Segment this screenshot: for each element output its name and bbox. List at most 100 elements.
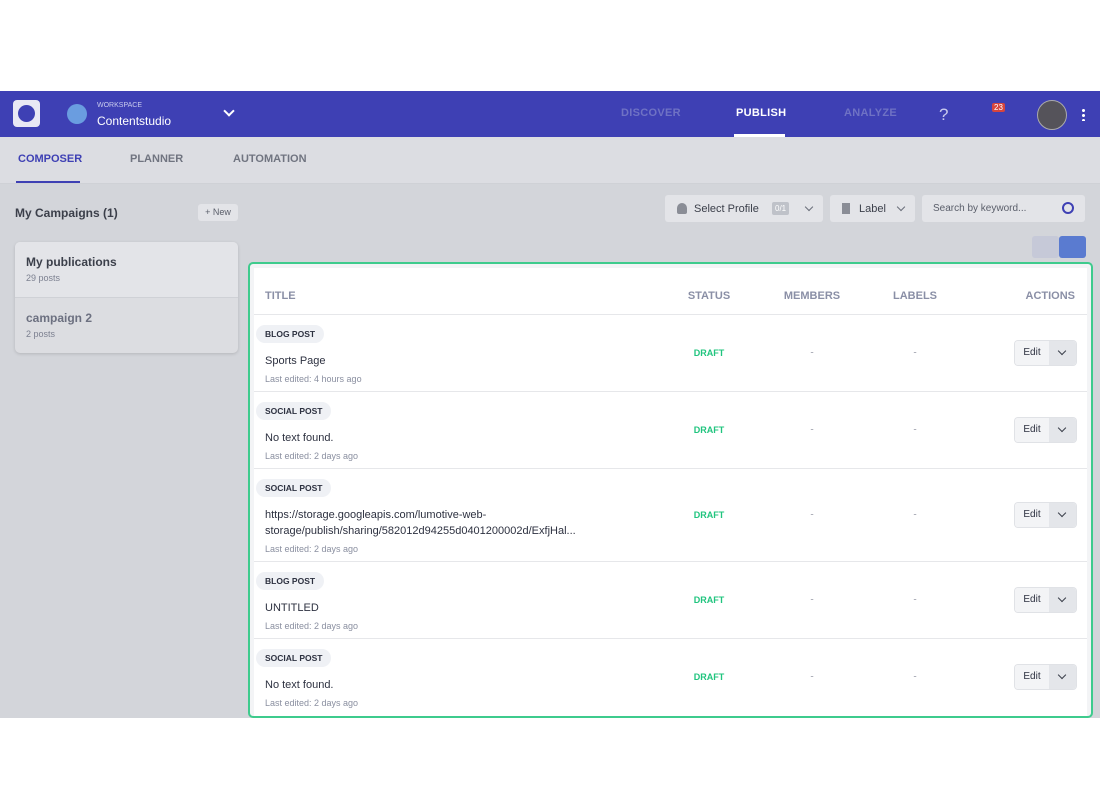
nav-underline (734, 134, 785, 137)
table-row[interactable]: SOCIAL POST No text found. Last edited: 2 … (254, 391, 1087, 468)
members: - (810, 509, 814, 521)
campaign-table-panel: TITLE STATUS MEMBERS LABELS ACTIONS BLOG… (248, 262, 1093, 718)
label-filter[interactable]: Label (830, 195, 915, 222)
nav-analyze[interactable]: ANALYZE (844, 107, 898, 119)
search-box[interactable]: Search by keyword... (922, 195, 1085, 222)
caret (896, 202, 906, 212)
sidebar-title: My Campaigns (1) (15, 206, 118, 220)
row-actions: Edit (1015, 341, 1076, 365)
edit-button[interactable]: Edit (1015, 588, 1049, 612)
post-type-chip: SOCIAL POST (256, 649, 332, 667)
table-body: BLOG POST Sports Page Last edited: 4 hours… (254, 314, 1087, 715)
actions-dropdown[interactable] (1049, 665, 1076, 689)
campaign-item[interactable]: campaign 2 2 posts (15, 298, 238, 339)
workspace-label: WORKSPACE (97, 102, 142, 109)
grid-view-toggle[interactable] (1032, 236, 1059, 258)
post-title: UNTITLED (265, 602, 319, 614)
col-members: MEMBERS (783, 290, 841, 302)
campaign-name: campaign 2 (26, 311, 93, 325)
search-placeholder: Search by keyword... (933, 203, 1027, 214)
status: DRAFT (693, 510, 725, 520)
label-text: Label (859, 203, 886, 215)
actions-dropdown[interactable] (1049, 503, 1076, 527)
table-row[interactable]: SOCIAL POST No text found. Last edited: 2 … (254, 638, 1087, 715)
post-type-chip: SOCIAL POST (256, 402, 332, 420)
post-title: Sports Page (265, 355, 326, 367)
post-title: https://storage.googleapis.com/lumotive-… (265, 509, 576, 537)
help[interactable]: ? (939, 105, 949, 124)
members: - (810, 424, 814, 436)
last-edited: Last edited: 2 days ago (265, 451, 359, 461)
nav-publish[interactable]: PUBLISH (736, 107, 787, 119)
labels: - (913, 347, 917, 359)
tabs: COMPOSER PLANNER AUTOMATION (0, 137, 1100, 184)
edit-button[interactable]: Edit (1015, 418, 1049, 442)
labels: - (913, 424, 917, 436)
edit-button[interactable]: Edit (1015, 341, 1049, 365)
search-icon[interactable] (1062, 202, 1074, 214)
members: - (810, 347, 814, 359)
app: WORKSPACE Contentstudio DISCOVER PUBLISH… (0, 91, 1100, 718)
campaign-count: 29 posts (26, 273, 61, 283)
actions-dropdown[interactable] (1049, 341, 1076, 365)
status: DRAFT (693, 595, 725, 605)
avatar[interactable] (1037, 100, 1067, 130)
row-actions: Edit (1015, 503, 1076, 527)
col-title: TITLE (265, 290, 296, 302)
row-actions: Edit (1015, 665, 1076, 689)
members: - (810, 671, 814, 683)
post-title: No text found. (265, 679, 334, 691)
nav-discover[interactable]: DISCOVER (621, 107, 681, 119)
tab-underline (16, 181, 80, 183)
profile-count: 0/1 (772, 202, 790, 215)
campaign-name: My publications (26, 255, 117, 269)
post-type-chip: BLOG POST (256, 325, 325, 343)
table-row[interactable]: BLOG POST Sports Page Last edited: 4 hours… (254, 314, 1087, 391)
labels: - (913, 594, 917, 606)
notification-badge[interactable]: 23 (992, 103, 1005, 112)
last-edited: Last edited: 2 days ago (265, 621, 359, 631)
last-edited: Last edited: 2 days ago (265, 544, 359, 554)
new-button[interactable]: + New (198, 204, 238, 221)
tab-planner[interactable]: PLANNER (130, 153, 184, 165)
status: DRAFT (693, 348, 725, 358)
members: - (810, 594, 814, 606)
profile-filter[interactable]: Select Profile 0/1 (665, 195, 823, 222)
tab-automation[interactable]: AUTOMATION (233, 153, 307, 165)
campaign-list: My publications 29 posts campaign 2 2 po… (15, 242, 238, 353)
profile-label: Select Profile (694, 203, 759, 215)
post-type-chip: SOCIAL POST (256, 479, 332, 497)
edit-button[interactable]: Edit (1015, 665, 1049, 689)
row-actions: Edit (1015, 588, 1076, 612)
actions-dropdown[interactable] (1049, 418, 1076, 442)
post-type-chip: BLOG POST (256, 572, 325, 590)
list-view-toggle[interactable] (1059, 236, 1086, 258)
workspace-name[interactable]: Contentstudio (97, 114, 172, 128)
more-menu[interactable] (1082, 108, 1085, 121)
col-labels: LABELS (893, 290, 937, 302)
table-row[interactable]: SOCIAL POST https://storage.googleapis.co… (254, 468, 1087, 561)
campaign-table: TITLE STATUS MEMBERS LABELS ACTIONS BLOG… (254, 268, 1087, 716)
status: DRAFT (693, 425, 725, 435)
workspace-icon (67, 104, 87, 124)
status: DRAFT (693, 672, 725, 682)
campaign-count: 2 posts (26, 329, 56, 339)
navbar: WORKSPACE Contentstudio DISCOVER PUBLISH… (0, 91, 1100, 137)
last-edited: Last edited: 4 hours ago (265, 374, 362, 384)
dropdown-caret[interactable] (223, 105, 235, 117)
logo[interactable] (13, 100, 40, 127)
edit-button[interactable]: Edit (1015, 503, 1049, 527)
row-actions: Edit (1015, 418, 1076, 442)
table-row[interactable]: BLOG POST UNTITLED Last edited: 2 days ago… (254, 561, 1087, 638)
tab-composer[interactable]: COMPOSER (18, 153, 83, 165)
caret (804, 202, 814, 212)
table-header: TITLE STATUS MEMBERS LABELS ACTIONS (254, 268, 1087, 314)
col-status: STATUS (687, 290, 731, 302)
campaign-item[interactable]: My publications 29 posts (15, 242, 238, 298)
col-actions: ACTIONS (1025, 290, 1076, 302)
labels: - (913, 509, 917, 521)
post-title: No text found. (265, 432, 334, 444)
labels: - (913, 671, 917, 683)
actions-dropdown[interactable] (1049, 588, 1076, 612)
